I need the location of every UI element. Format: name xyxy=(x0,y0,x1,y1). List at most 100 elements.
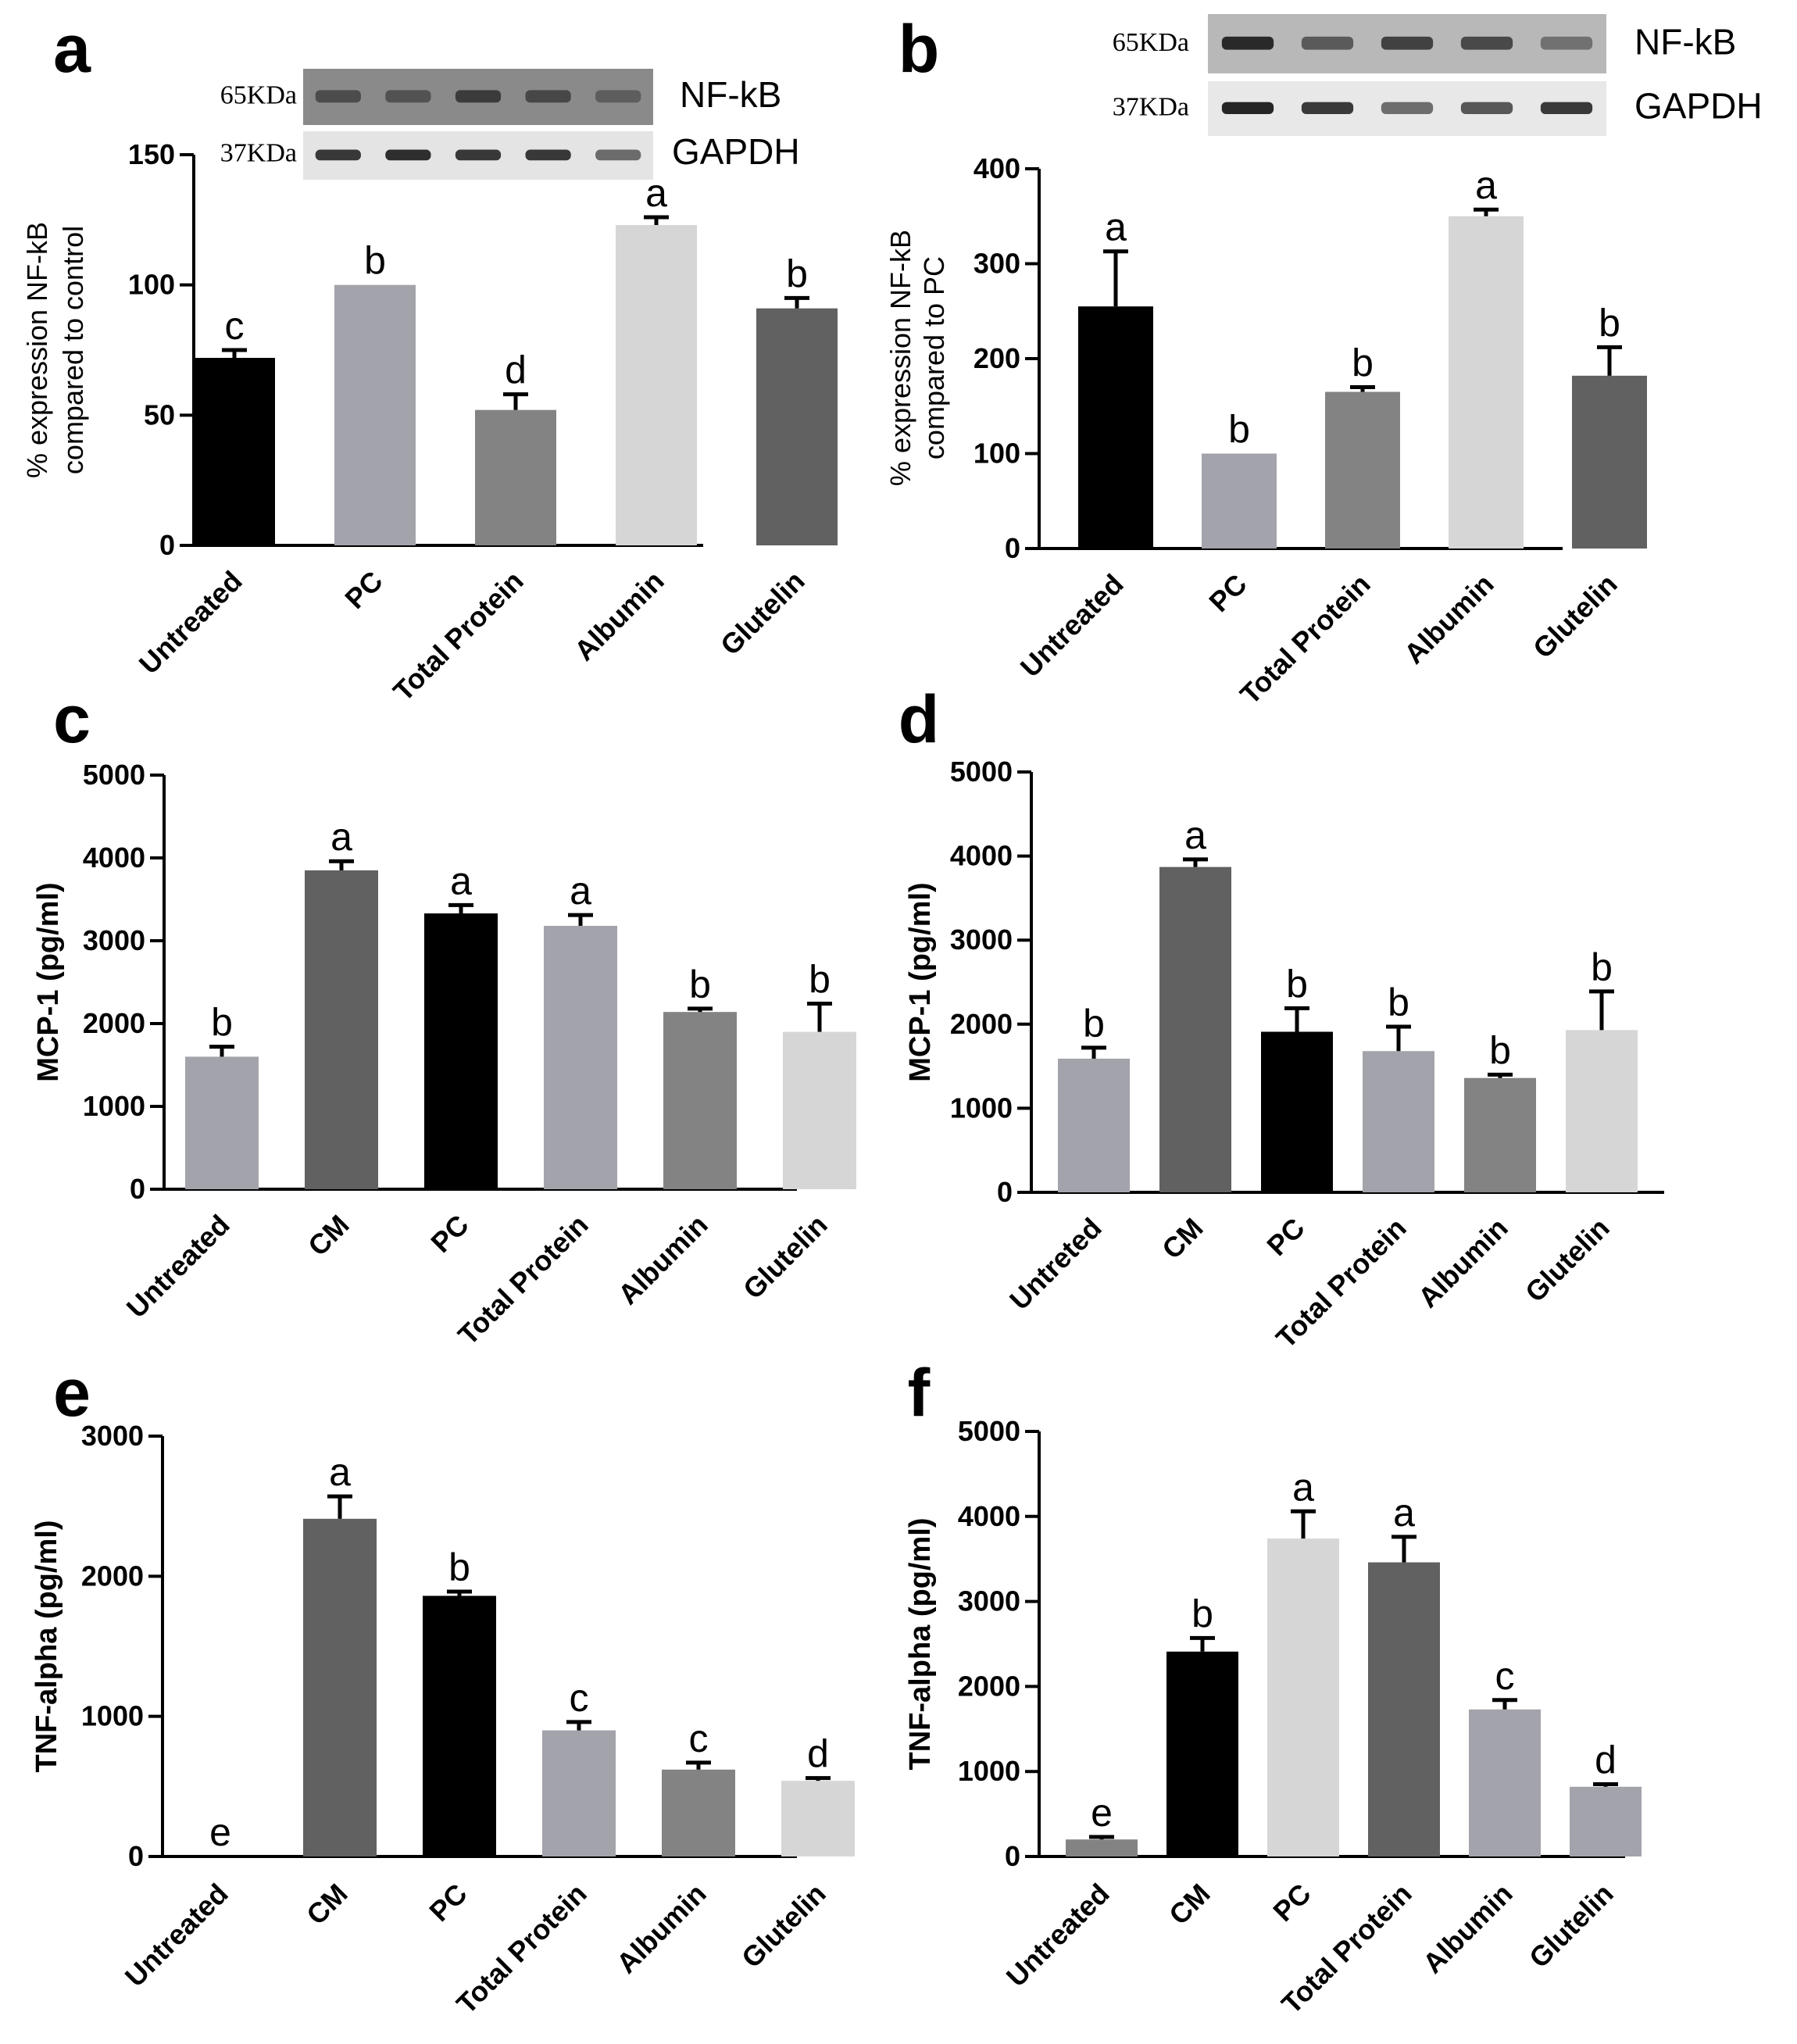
panel-label: c xyxy=(53,682,91,757)
y-tick-label: 0 xyxy=(128,1840,144,1872)
bar-1 xyxy=(194,358,275,545)
panel-label: f xyxy=(908,1356,931,1431)
significance-letter: a xyxy=(1475,163,1497,207)
blot-protein-label: GAPDH xyxy=(1634,86,1763,127)
blot-band xyxy=(1460,36,1513,50)
significance-letter: a xyxy=(330,815,352,859)
blot-band xyxy=(1221,102,1274,114)
blot-marker-label: 65KDa xyxy=(1113,28,1189,57)
category-label: CM xyxy=(1156,1212,1209,1266)
blot-marker-label: 65KDa xyxy=(220,81,297,110)
significance-letter: a xyxy=(1393,1491,1415,1535)
bar-5 xyxy=(1572,375,1647,549)
significance-letter: d xyxy=(1595,1738,1617,1782)
blot-band xyxy=(1381,102,1434,114)
blot-band xyxy=(315,149,361,161)
significance-letter: c xyxy=(1495,1654,1515,1698)
blot-protein-label: NF-kB xyxy=(680,74,781,115)
blot-band xyxy=(1381,36,1434,50)
y-axis-title: % expression NF-kB xyxy=(884,230,916,486)
significance-letter: a xyxy=(1184,813,1206,857)
bar-5 xyxy=(756,308,838,545)
significance-letter: b xyxy=(211,1001,233,1045)
chart-panel-d: d 0 1000 2000 3000 4000 5000 MCP-1 (pg/ml) b Untr… xyxy=(898,682,1664,1354)
bar-4 xyxy=(542,1730,616,1856)
blot-band xyxy=(455,90,502,103)
significance-letter: b xyxy=(1599,301,1620,345)
category-label: Total Protein xyxy=(387,565,530,708)
panel-label: e xyxy=(53,1356,91,1431)
bar-2 xyxy=(303,1518,377,1856)
y-axis-title: MCP-1 (pg/ml) xyxy=(32,882,65,1081)
y-tick-label: 0 xyxy=(130,1173,145,1205)
blot-band xyxy=(525,90,571,103)
y-tick-label: 4000 xyxy=(950,840,1013,872)
category-label: Glutelin xyxy=(1523,1878,1620,1974)
significance-letter: b xyxy=(809,958,831,1002)
category-label: CM xyxy=(302,1209,355,1263)
bar-4 xyxy=(544,925,617,1189)
significance-letter: a xyxy=(1105,205,1127,249)
category-label: PC xyxy=(1266,1878,1316,1928)
y-tick-label: 3000 xyxy=(81,1420,144,1452)
bar-2 xyxy=(305,870,378,1189)
western-blot-a: 65KDa NF-kB 37KDa GAPDH xyxy=(220,69,800,180)
bar-1 xyxy=(185,1056,259,1189)
category-label: PC xyxy=(1202,568,1252,618)
bar-2 xyxy=(1166,1651,1238,1856)
bar-1 xyxy=(1066,1839,1138,1856)
category-label: PC xyxy=(338,565,388,615)
panel-label: b xyxy=(898,12,940,87)
y-tick-label: 3000 xyxy=(950,924,1013,956)
significance-letter: b xyxy=(1286,962,1308,1006)
bar-5 xyxy=(662,1769,735,1856)
category-label: Albumin xyxy=(612,1209,714,1311)
y-tick-label: 1000 xyxy=(81,1700,144,1732)
y-tick-label: 150 xyxy=(128,138,175,170)
y-tick-label: 4000 xyxy=(958,1500,1020,1532)
y-tick-label: 3000 xyxy=(958,1585,1020,1617)
blot-band xyxy=(595,90,641,103)
blot-band xyxy=(1301,36,1354,50)
category-label: Albumin xyxy=(1398,568,1500,670)
bar-2 xyxy=(1202,453,1277,549)
significance-letter: d xyxy=(807,1732,829,1776)
category-label: Albumin xyxy=(568,565,670,667)
bar-5 xyxy=(663,1012,737,1189)
y-tick-label: 4000 xyxy=(83,842,145,874)
significance-letter: d xyxy=(505,348,527,392)
bar-4 xyxy=(1363,1051,1434,1192)
panel-label: a xyxy=(53,12,91,87)
blot-band xyxy=(385,149,431,161)
significance-letter: b xyxy=(786,252,808,295)
category-label: Untreated xyxy=(133,565,248,681)
bar-5 xyxy=(1469,1709,1541,1856)
y-tick-label: 1000 xyxy=(950,1092,1013,1124)
blot-band xyxy=(1301,102,1354,114)
bar-4 xyxy=(1449,216,1524,549)
y-tick-label: 5000 xyxy=(83,759,145,791)
chart-panel-c: c 0 1000 2000 3000 4000 5000 MCP-1 (pg/ml) b Untr… xyxy=(32,682,856,1351)
significance-letter: a xyxy=(450,859,472,902)
y-tick-label: 0 xyxy=(997,1176,1013,1208)
category-label: Untreated xyxy=(1000,1878,1116,1993)
significance-letter: b xyxy=(1591,945,1613,989)
blot-band xyxy=(315,90,361,103)
y-axis-title: MCP-1 (pg/ml) xyxy=(904,882,937,1081)
blot-marker-label: 37KDa xyxy=(220,138,297,167)
y-axis-title: TNF-alpha (pg/ml) xyxy=(904,1518,937,1771)
blot-band xyxy=(455,149,502,161)
y-axis-title: compared to control xyxy=(57,226,89,474)
significance-letter: b xyxy=(364,239,386,283)
bar-2 xyxy=(1159,867,1231,1192)
category-label: Untreated xyxy=(1014,568,1130,684)
category-label: PC xyxy=(423,1878,473,1928)
significance-letter: c xyxy=(225,304,245,348)
bar-2 xyxy=(334,284,416,545)
blot-band xyxy=(1540,102,1593,114)
bar-4 xyxy=(616,225,697,545)
bar-6 xyxy=(1570,1786,1642,1856)
significance-letter: b xyxy=(689,963,711,1006)
chart-panel-f: f 0 1000 2000 3000 4000 5000 TNF-alpha (pg/ml) e… xyxy=(904,1356,1642,2020)
